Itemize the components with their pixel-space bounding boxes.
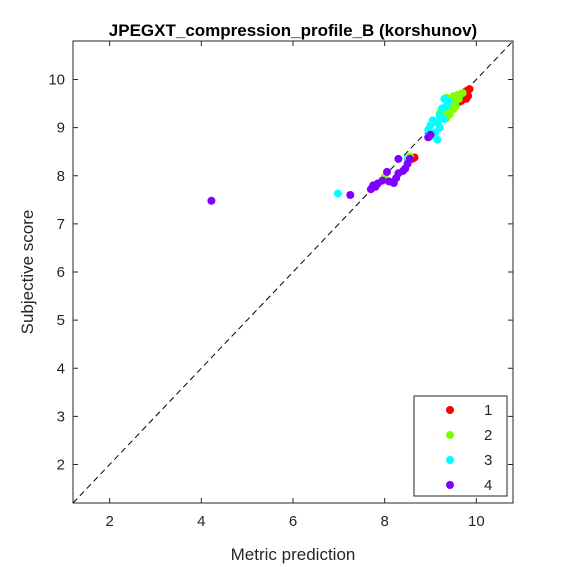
data-point-series-3 — [433, 135, 442, 144]
legend-marker-series-3 — [446, 456, 454, 464]
y-tick-label: 6 — [57, 264, 65, 281]
legend-marker-series-1 — [446, 406, 454, 414]
axes-group: 2 4 6 8 10 2 3 4 5 6 7 8 9 10 — [48, 40, 514, 530]
data-point-series-3 — [333, 189, 342, 198]
data-point-series-2 — [451, 102, 460, 110]
data-point-series-4 — [426, 130, 435, 139]
y-tick-label: 10 — [48, 72, 65, 89]
x-tick-label: 6 — [289, 513, 297, 530]
y-tick-label: 8 — [57, 168, 65, 185]
legend-marker-series-2 — [446, 431, 454, 439]
x-tick-label: 10 — [468, 513, 485, 530]
legend-box — [413, 395, 508, 497]
legend-label-series-1: 1 — [484, 402, 492, 419]
data-point-series-4 — [383, 167, 391, 176]
x-tick-label: 2 — [105, 513, 113, 530]
data-points-group — [207, 85, 474, 205]
y-tick-label: 2 — [57, 457, 65, 474]
y-axis-label: Subjective score — [18, 210, 37, 335]
data-point-series-4 — [378, 176, 387, 185]
legend-label-series-2: 2 — [484, 427, 492, 444]
legend: 1 2 3 4 — [413, 395, 508, 497]
chart-title: JPEGXT_compression_profile_B (korshunov) — [109, 21, 477, 40]
legend-label-series-4: 4 — [484, 477, 492, 494]
data-point-series-4 — [346, 191, 355, 199]
y-tick-label: 9 — [57, 120, 65, 137]
y-tick-label: 5 — [57, 312, 65, 329]
y-tick-label: 7 — [57, 216, 65, 233]
data-point-series-4 — [371, 182, 380, 191]
legend-label-series-3: 3 — [484, 452, 492, 469]
x-tick-label: 4 — [197, 513, 205, 530]
legend-marker-series-4 — [446, 481, 454, 489]
data-point-series-2 — [445, 110, 454, 119]
data-point-series-4 — [399, 166, 407, 175]
y-tick-label: 4 — [57, 360, 65, 377]
data-point-series-2 — [454, 94, 463, 103]
data-point-series-4 — [405, 154, 414, 163]
data-point-series-4 — [207, 196, 216, 205]
x-axis-label: Metric prediction — [231, 545, 356, 564]
y-tick-label: 3 — [57, 408, 65, 425]
data-point-series-3 — [435, 123, 444, 132]
data-point-series-3 — [438, 104, 446, 113]
x-tick-label: 8 — [380, 513, 388, 530]
data-point-series-4 — [394, 154, 403, 163]
data-point-series-3 — [440, 115, 449, 123]
